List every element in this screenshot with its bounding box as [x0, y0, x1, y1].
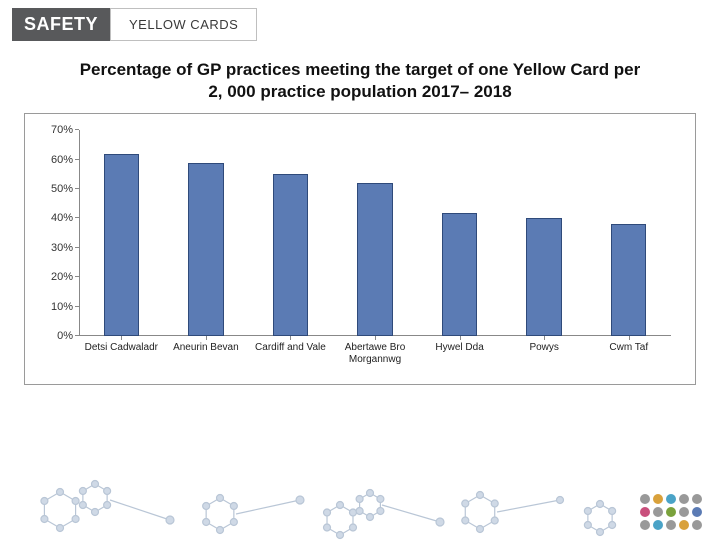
plot-area [79, 130, 671, 336]
logo-dot [640, 494, 650, 504]
y-axis: 0%10%20%30%40%50%60%70% [35, 130, 79, 336]
y-axis-line [79, 130, 80, 336]
logo-dot [679, 494, 689, 504]
x-tick-label: Cwm Taf [586, 338, 671, 376]
y-tick-label: 60% [51, 154, 73, 166]
y-tick-mark [75, 335, 79, 336]
x-tick-label: Abertawe Bro Morgannwg [333, 338, 418, 376]
dots-logo [640, 494, 702, 530]
y-tick-label: 70% [51, 124, 73, 136]
yellow-cards-badge: YELLOW CARDS [110, 8, 257, 41]
y-tick-mark [75, 188, 79, 189]
footer-decoration [0, 450, 720, 540]
y-tick-label: 40% [51, 212, 73, 224]
bar [188, 163, 224, 337]
logo-dot [653, 507, 663, 517]
logo-dot [679, 520, 689, 530]
x-tick-label: Powys [502, 338, 587, 376]
bar [611, 224, 647, 336]
y-tick-mark [75, 247, 79, 248]
logo-dot [640, 520, 650, 530]
x-axis-labels: Detsi CadwaladrAneurin BevanCardiff and … [79, 338, 671, 376]
logo-dot [653, 520, 663, 530]
molecule-deco [0, 450, 720, 540]
x-tick-label: Cardiff and Vale [248, 338, 333, 376]
safety-badge: SAFETY [12, 8, 110, 41]
logo-dot [666, 520, 676, 530]
chart-container: 0%10%20%30%40%50%60%70% Detsi CadwaladrA… [24, 113, 696, 385]
logo-dot [692, 507, 702, 517]
logo-dot [666, 507, 676, 517]
x-tick-label: Aneurin Bevan [164, 338, 249, 376]
x-tick-label: Hywel Dda [417, 338, 502, 376]
y-tick-mark [75, 306, 79, 307]
bar [357, 183, 393, 336]
logo-dot [666, 494, 676, 504]
logo-dot [692, 520, 702, 530]
logo-dot [640, 507, 650, 517]
bar [273, 174, 309, 336]
title-line-2: 2, 000 practice population 2017– 2018 [208, 82, 511, 101]
x-tick-label: Detsi Cadwaladr [79, 338, 164, 376]
bar [442, 213, 478, 337]
y-tick-mark [75, 129, 79, 130]
bar-chart: 0%10%20%30%40%50%60%70% Detsi CadwaladrA… [35, 126, 677, 376]
y-tick-label: 10% [51, 301, 73, 313]
bar [104, 154, 140, 336]
logo-dot [679, 507, 689, 517]
bar [526, 218, 562, 336]
logo-dot [653, 494, 663, 504]
title-line-1: Percentage of GP practices meeting the t… [80, 60, 641, 79]
y-tick-mark [75, 217, 79, 218]
y-tick-label: 50% [51, 183, 73, 195]
y-tick-label: 30% [51, 242, 73, 254]
y-tick-label: 0% [57, 330, 73, 342]
y-tick-label: 20% [51, 271, 73, 283]
y-tick-mark [75, 276, 79, 277]
header: SAFETY YELLOW CARDS [0, 0, 720, 41]
logo-dot [692, 494, 702, 504]
y-tick-mark [75, 159, 79, 160]
page-title: Percentage of GP practices meeting the t… [60, 59, 660, 103]
